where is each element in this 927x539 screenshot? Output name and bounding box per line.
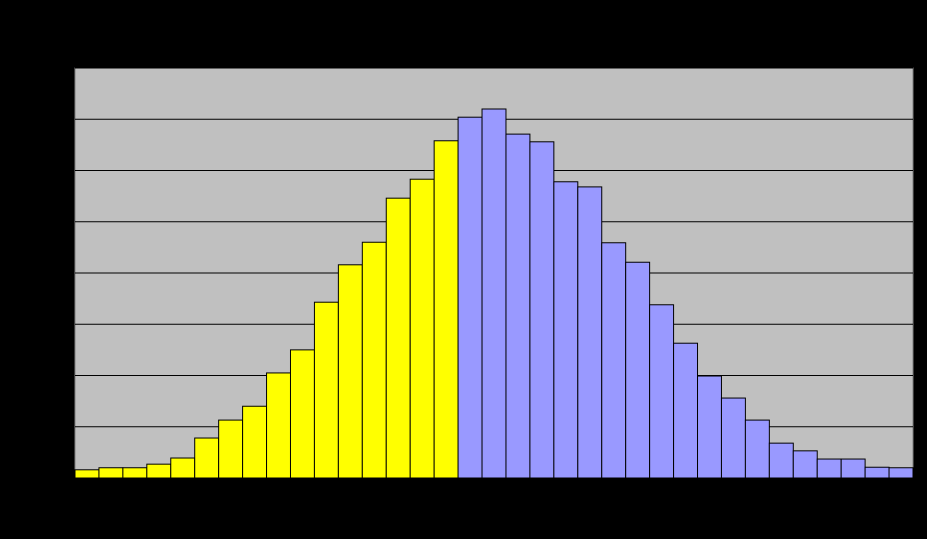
bar (505, 133, 531, 479)
bar (313, 301, 339, 479)
bar (673, 342, 699, 479)
y-tick-label: 0.00 (48, 473, 68, 484)
x-tick-label: 156 (462, 489, 479, 500)
bar (385, 197, 411, 479)
bar (888, 467, 914, 479)
bar (74, 469, 100, 479)
bar (194, 437, 220, 479)
bar (409, 178, 435, 479)
x-tick-label: 168 (749, 489, 766, 500)
x-tick-label: 171 (821, 489, 838, 500)
bar (840, 458, 866, 479)
x-tick-label: 170 (797, 489, 814, 500)
x-tick-label: 163 (629, 489, 646, 500)
y-tick-label: 0.07 (48, 114, 68, 125)
bar (337, 264, 363, 479)
y-tick-label: 0.04 (48, 268, 68, 279)
y-tick-label: 0.03 (48, 319, 68, 330)
bar (792, 450, 818, 479)
y-axis-title: Relative frequency (31, 232, 42, 315)
bar (481, 108, 507, 479)
x-tick-label: 144 (174, 489, 191, 500)
bar (218, 419, 244, 479)
bar (649, 304, 675, 479)
bar (601, 242, 627, 479)
x-tick-label: 164 (653, 489, 670, 500)
x-tick-label: 153 (390, 489, 407, 500)
x-tick-label: 142 (127, 489, 144, 500)
bar (361, 241, 387, 479)
x-tick-label: 155 (438, 489, 455, 500)
y-tick-label: 0.05 (48, 216, 68, 227)
bar (553, 181, 579, 479)
bar (266, 372, 291, 479)
x-tick-label: 158 (510, 489, 527, 500)
y-tick-label: 0.06 (48, 165, 68, 176)
x-tick-label: 143 (150, 489, 167, 500)
bar (170, 457, 196, 479)
bar (768, 442, 794, 479)
bar (529, 141, 555, 479)
bar (457, 116, 483, 479)
x-tick-label: 162 (605, 489, 622, 500)
x-tick-label: 167 (725, 489, 742, 500)
x-tick-label: 148 (270, 489, 287, 500)
x-tick-label: 159 (534, 489, 551, 500)
x-tick-label: 166 (701, 489, 718, 500)
x-tick-label: 169 (773, 489, 790, 500)
x-tick-label: 173 (869, 489, 886, 500)
bar (289, 349, 315, 479)
x-tick-label: 145 (198, 489, 215, 500)
y-tick-label: 0.08 (48, 63, 68, 74)
bar (720, 397, 746, 479)
bar (98, 467, 124, 479)
bar (242, 405, 268, 479)
y-tick-label: 0.02 (48, 370, 68, 381)
x-tick-label: 154 (414, 489, 431, 500)
x-tick-label: 174 (893, 489, 910, 500)
x-tick-label: 172 (845, 489, 862, 500)
bar (697, 375, 722, 479)
chart-title: Female height distribution 2008 (394, 25, 534, 36)
y-tick-label: 0.01 (48, 421, 68, 432)
x-tick-label: 140 (79, 489, 96, 500)
bar (816, 458, 842, 479)
bar (146, 463, 172, 479)
bar (577, 186, 603, 479)
x-tick-label: 151 (342, 489, 359, 500)
x-tick-label: 146 (222, 489, 239, 500)
bar (122, 467, 148, 479)
x-tick-label: 150 (318, 489, 335, 500)
x-tick-label: 152 (366, 489, 383, 500)
x-tick-label: 160 (557, 489, 574, 500)
bar (744, 419, 770, 479)
bar (433, 140, 459, 479)
bar (864, 466, 890, 479)
x-axis-title: Height (cm) (438, 512, 490, 523)
x-tick-label: 165 (677, 489, 694, 500)
x-tick-label: 157 (486, 489, 503, 500)
x-tick-label: 141 (103, 489, 120, 500)
x-tick-label: 149 (294, 489, 311, 500)
x-tick-label: 147 (246, 489, 263, 500)
bar (625, 261, 651, 479)
x-tick-label: 161 (581, 489, 598, 500)
